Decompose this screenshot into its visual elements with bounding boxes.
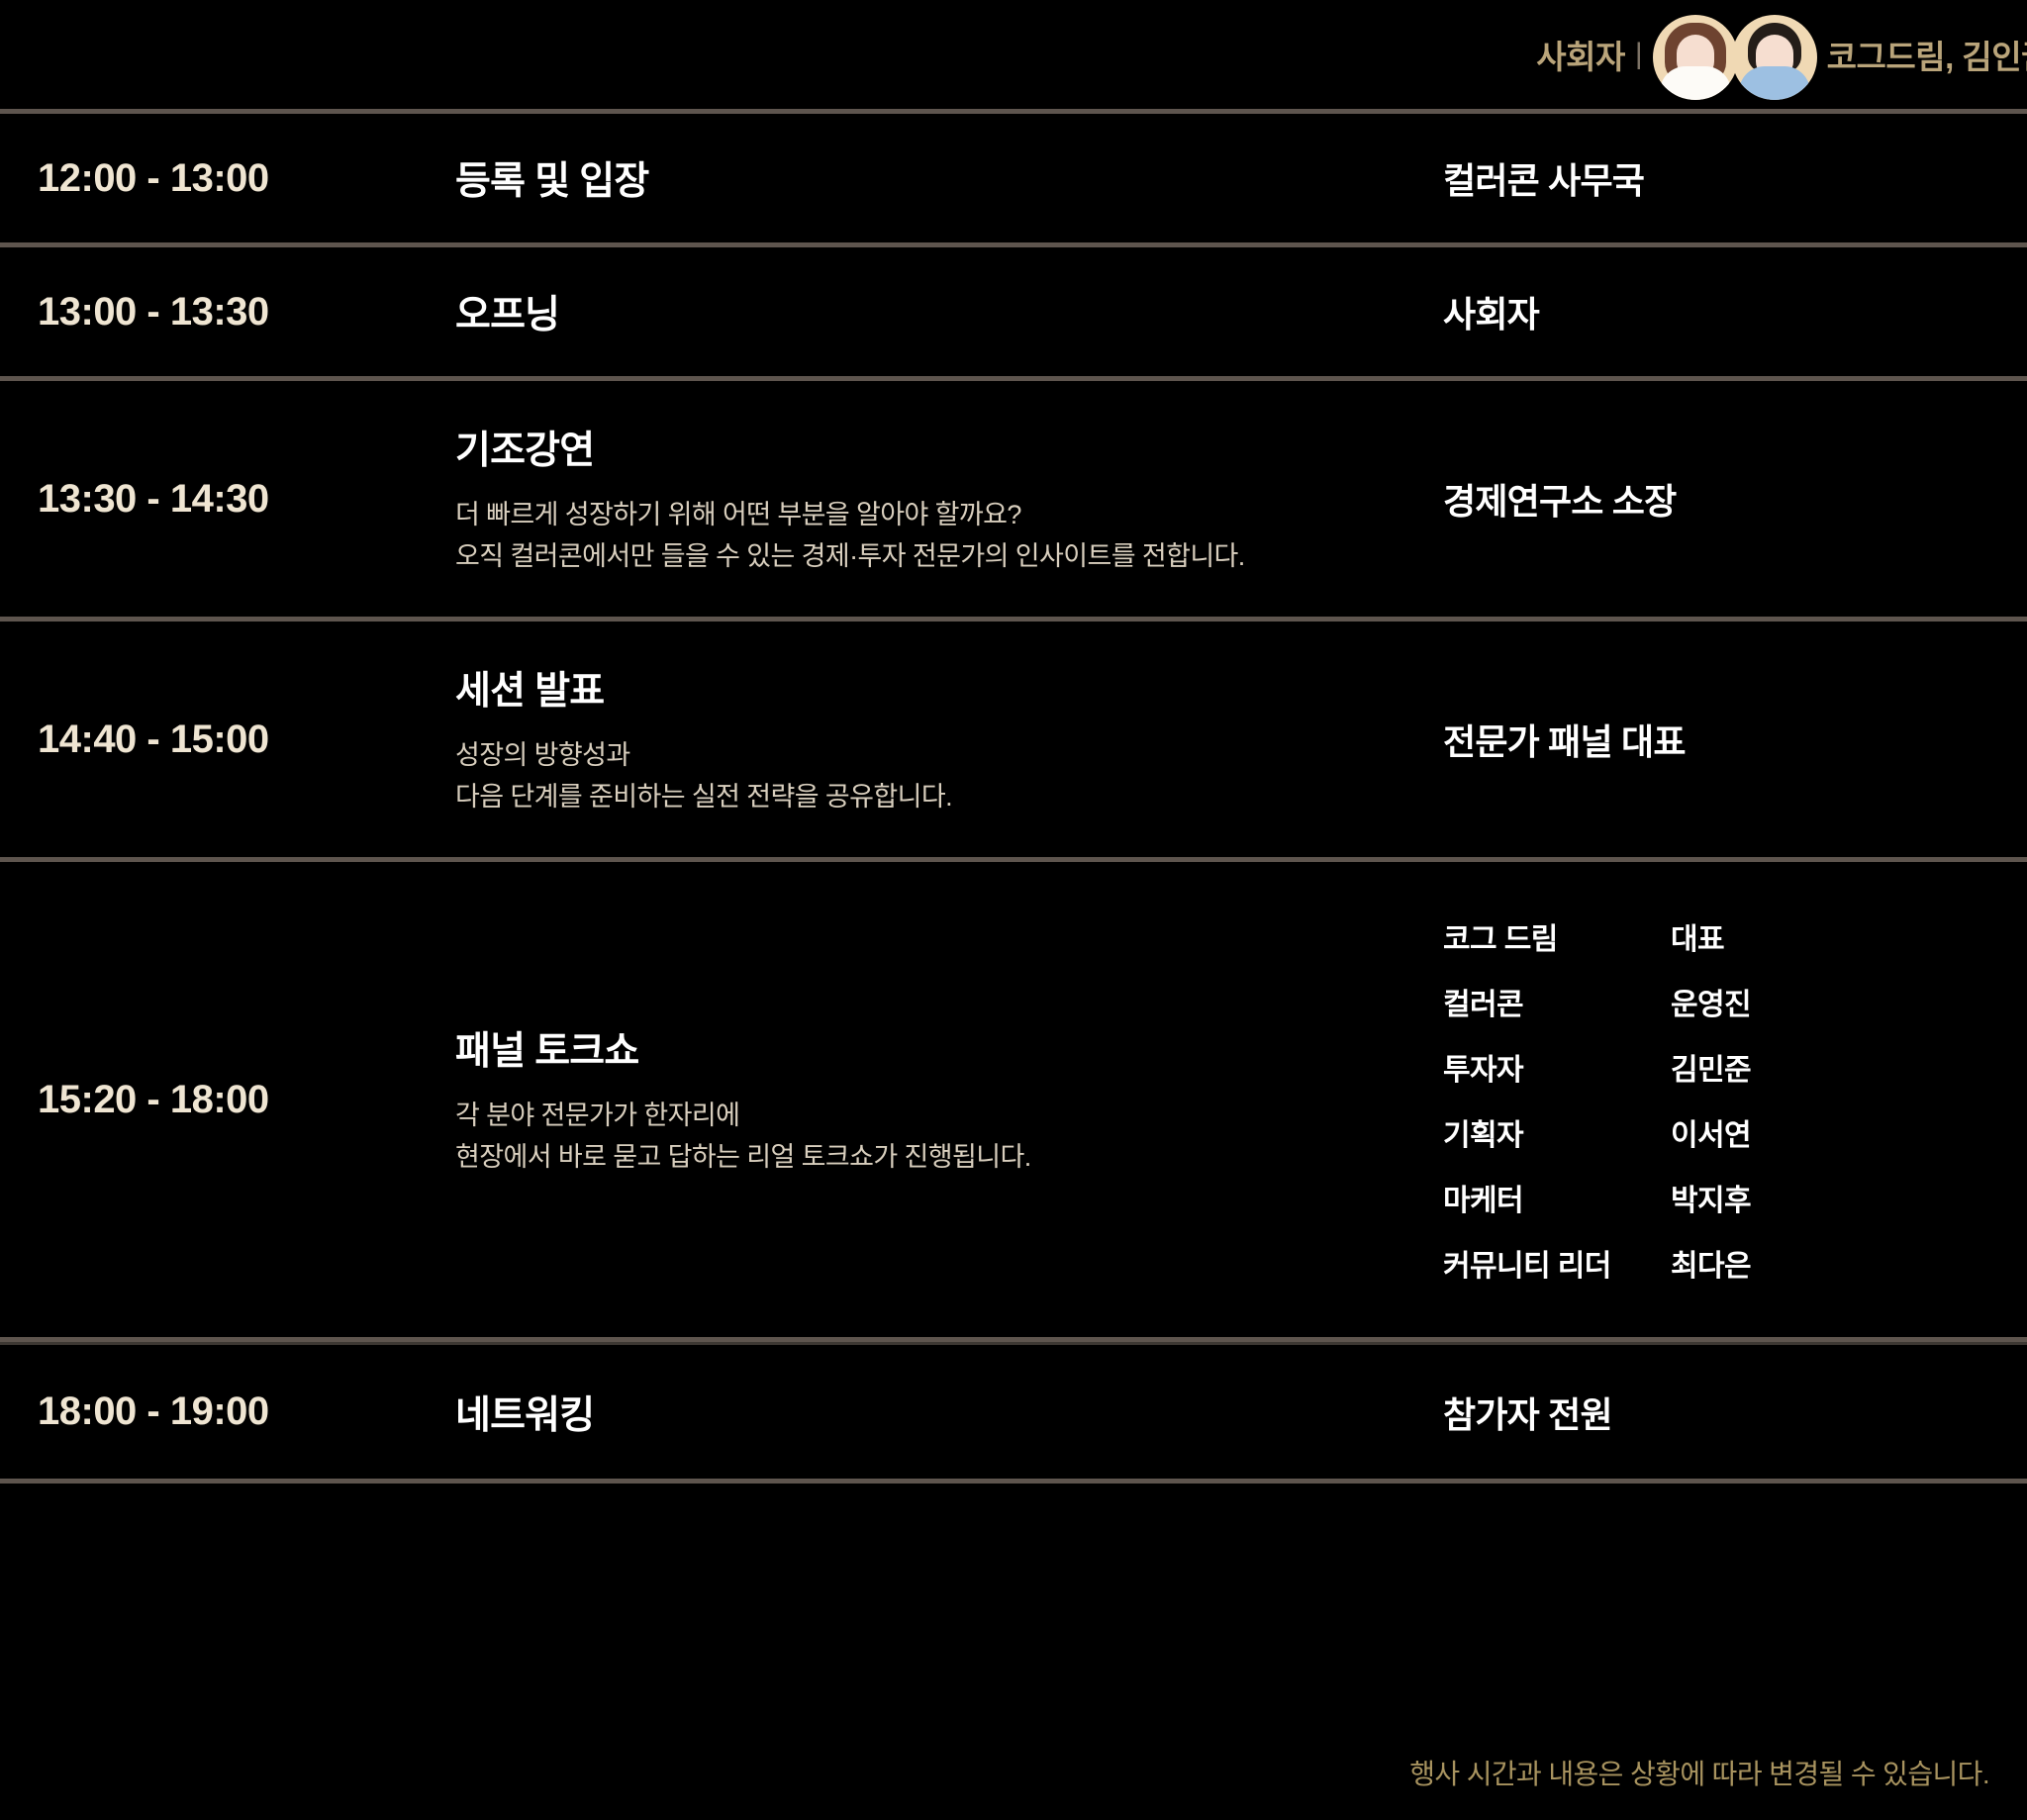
speaker-role: 코그 드림 [1443,923,1558,956]
row-speaker: 전문가 패널 대표 [1443,721,1686,762]
description-line: 각 분야 전문가가 한자리에 [455,1101,740,1131]
table-row: 15:20 - 18:00 패널 토크쇼 각 분야 전문가가 한자리에 현장에서… [0,862,2027,1337]
session-title: 오프닝 [455,294,560,336]
body-shape [1738,66,1810,100]
speaker-name: 운영진 [1671,989,1752,1021]
table-row: 13:00 - 13:30 오프닝 사회자 [0,247,2027,376]
session-title: 패널 토크쇼 [455,1030,639,1074]
speaker-item: 코그 드림 대표 [1443,914,2027,958]
speaker-item: 투자자 김민준 [1443,1045,2027,1089]
session-description: 더 빠르게 성장하기 위해 어떤 부분을 알아야 할까요? 오직 컬러콘에서만 … [455,495,1384,578]
session-title-line: 패널 토크쇼 [455,1020,1394,1076]
row-divider [0,109,2027,114]
row-divider [0,1337,2027,1342]
speaker-role: 커뮤니티 리더 [1443,1250,1611,1283]
description-line: 다음 단계를 준비하는 실전 전략을 공유합니다. [455,782,953,812]
body-shape [1659,66,1731,100]
speaker-name: 최다은 [1671,1250,1752,1283]
row-speaker: 참가자 전원 [1443,1393,1613,1435]
row-time: 18:00 - 19:00 [38,1389,269,1433]
speaker-role: 마케터 [1443,1185,1524,1217]
table-row: 18:00 - 19:00 네트워킹 참가자 전원 [0,1345,2027,1479]
row-speaker-list: 코그 드림 대표 컬러콘 운영진 투자자 김민준 기획자 이서연 마케터 박 [1413,914,2027,1285]
speaker-item: 기획자 이서연 [1443,1110,2027,1154]
speaker-item: 컬러콘 운영진 [1443,980,2027,1023]
speaker-name: 김민준 [1671,1054,1752,1087]
speaker-name: 박지후 [1671,1185,1752,1217]
avatar-female-icon [1652,15,1738,100]
session-description: 성장의 방향성과 다음 단계를 준비하는 실전 전략을 공유합니다. [455,735,1384,818]
row-divider [0,617,2027,622]
speaker-role: 컬러콘 [1443,989,1524,1021]
row-divider [0,1479,2027,1484]
speaker-role: 기획자 [1443,1119,1524,1152]
row-divider [0,242,2027,247]
row-speaker: 사회자 [1443,294,1540,335]
description-line: 더 빠르게 성장하기 위해 어떤 부분을 알아야 할까요? [455,500,1021,530]
header-host-bar: 사회자 | 코그드림, 김인권 [0,0,2027,109]
speaker-name: 이서연 [1671,1119,1752,1152]
description-line: 현장에서 바로 묻고 답하는 리얼 토크쇼가 진행됩니다. [455,1142,1031,1172]
row-content: 네트워킹 [455,1385,1413,1440]
row-time: 13:30 - 14:30 [38,476,269,521]
host-line: 사회자 | 코그드림, 김인권 [1536,9,2027,100]
table-row: 12:00 - 13:00 등록 및 입장 컬러콘 사무국 [0,114,2027,242]
row-divider-secondary [0,1342,2027,1345]
footer-note: 행사 시간과 내용은 상황에 따라 변경될 수 있습니다. [1409,1759,1989,1789]
host-avatars [1652,9,1817,100]
table-row: 14:40 - 15:00 세션 발표 성장의 방향성과 다음 단계를 준비하는… [0,622,2027,857]
row-time: 12:00 - 13:00 [38,155,269,200]
description-line: 성장의 방향성과 [455,740,630,771]
row-speaker: 경제연구소 소장 [1443,481,1677,522]
speaker-item: 커뮤니티 리더 최다은 [1443,1241,2027,1285]
host-names-label: 코그드림, 김인권 [1826,39,2027,75]
session-title-line: 오프닝 [455,284,1384,339]
row-speaker: 컬러콘 사무국 [1443,160,1645,201]
host-role-label: 사회자 [1536,39,1625,75]
row-content: 오프닝 [455,284,1413,339]
row-time: 14:40 - 15:00 [38,717,269,761]
row-content: 기조강연 더 빠르게 성장하기 위해 어떤 부분을 알아야 할까요? 오직 컬러… [455,420,1413,578]
row-time: 13:00 - 13:30 [38,289,269,334]
row-divider [0,857,2027,862]
speaker-name: 대표 [1671,923,1725,956]
session-title: 네트워킹 [455,1393,595,1437]
description-line: 오직 컬러콘에서만 들을 수 있는 경제·투자 전문가의 인사이트를 전합니다. [455,541,1245,571]
row-content: 세션 발표 성장의 방향성과 다음 단계를 준비하는 실전 전략을 공유합니다. [455,660,1413,818]
avatar-male-icon [1731,15,1817,100]
speaker-item: 마케터 박지후 [1443,1176,2027,1219]
session-description: 각 분야 전문가가 한자리에 현장에서 바로 묻고 답하는 리얼 토크쇼가 진행… [455,1096,1394,1179]
session-title-line: 등록 및 입장 [455,150,1384,206]
speaker-role: 투자자 [1443,1054,1524,1087]
row-divider [0,376,2027,381]
session-title: 세션 발표 [455,670,605,714]
session-title-line: 네트워킹 [455,1385,1384,1440]
session-title: 등록 및 입장 [455,160,649,203]
row-content: 패널 토크쇼 각 분야 전문가가 한자리에 현장에서 바로 묻고 답하는 리얼 … [455,1020,1413,1179]
row-content: 등록 및 입장 [455,150,1413,206]
table-row: 13:30 - 14:30 기조강연 더 빠르게 성장하기 위해 어떤 부분을 … [0,381,2027,617]
session-title-line: 세션 발표 [455,660,1384,716]
schedule-table: 12:00 - 13:00 등록 및 입장 컬러콘 사무국 13:00 - 13… [0,109,2027,1484]
session-title: 기조강연 [455,430,595,473]
row-time: 15:20 - 18:00 [38,1077,269,1121]
session-title-line: 기조강연 [455,420,1384,475]
host-separator: | [1634,38,1643,70]
